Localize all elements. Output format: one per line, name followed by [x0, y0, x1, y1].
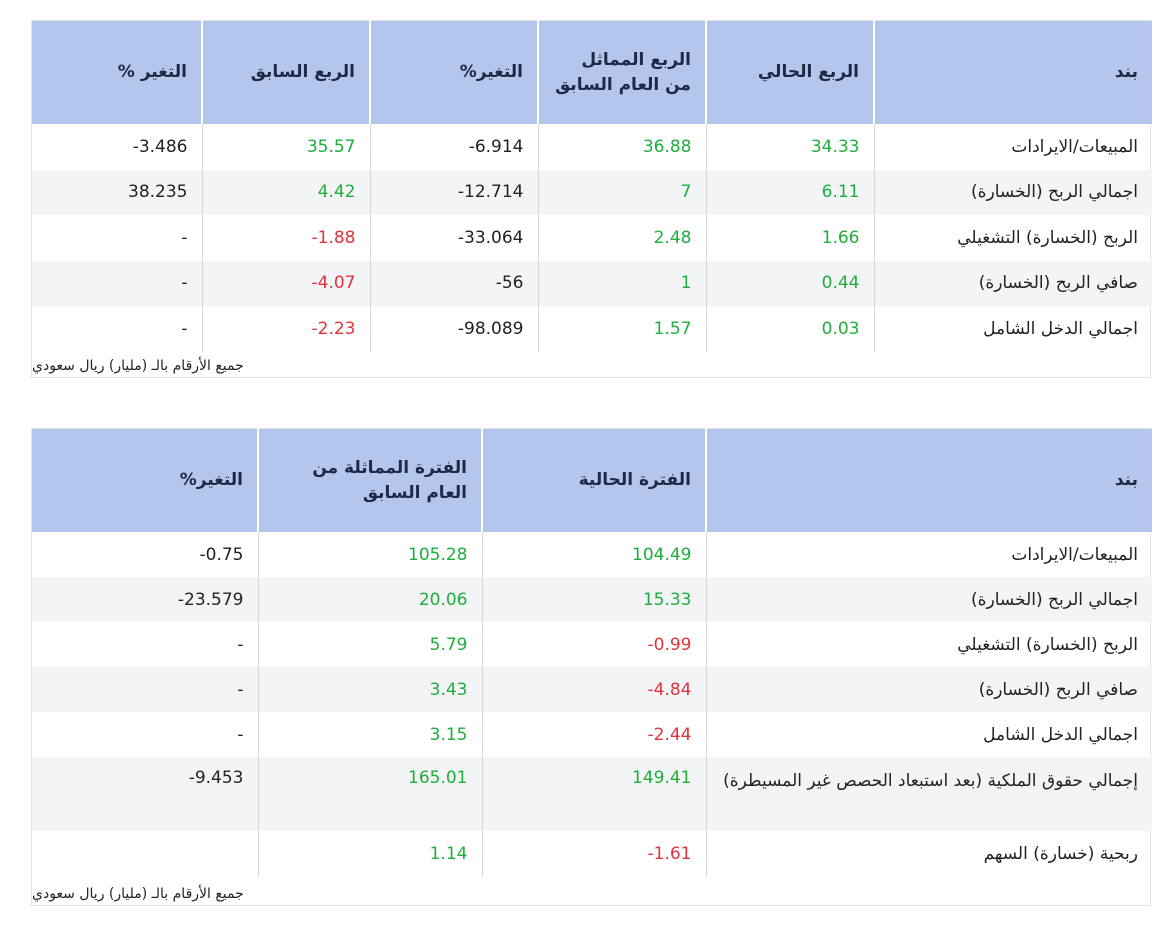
cell-same-last-year: 105.28	[257, 532, 482, 577]
column-header-change: التغير%	[32, 429, 258, 532]
table-row: الربح (الخسارة) التشغيلي 1.66 2.48 33.06…	[32, 215, 1152, 261]
cell-previous: 4.42	[201, 169, 370, 215]
table-row: المبيعات/الايرادات 104.49 105.28 0.75-	[32, 532, 1152, 577]
cell-change-qoq: -	[181, 318, 188, 339]
cell-change: 9.453-	[32, 757, 258, 831]
footnote-units: جميع الأرقام بالـ (مليار) ريال سعودي	[32, 358, 244, 374]
quarterly-results-table: بند الربع الحالي الربع المماثل من العام …	[32, 21, 1152, 352]
cell-change: -	[237, 634, 244, 655]
row-label: الربح (الخسارة) التشغيلي	[873, 215, 1152, 261]
cell-current: 6.11	[705, 169, 874, 215]
cell-same-last-year: 36.88	[537, 124, 706, 170]
cell-change-qoq: -	[181, 227, 188, 248]
cell-change: 0.75-	[199, 544, 244, 565]
cell-same-last-year: 165.01	[257, 757, 482, 831]
cell-current: 0.03	[705, 306, 874, 352]
column-header-change-qoq: التغير %	[32, 21, 202, 124]
cell-same-last-year: 1.57	[537, 306, 706, 352]
cell-same-last-year: 1.14	[257, 831, 482, 876]
table-row: إجمالي حقوق الملكية (بعد استبعاد الحصص غ…	[32, 757, 1152, 831]
table-row: اجمالي الدخل الشامل 2.44- 3.15 -	[32, 712, 1152, 757]
row-label: اجمالي الدخل الشامل	[873, 306, 1152, 352]
period-results-card: بند الفترة الحالية الفترة المماثلة من ال…	[31, 428, 1152, 906]
column-header-previous-quarter: الربع السابق	[201, 21, 370, 124]
cell-change-qoq: 3.486-	[132, 136, 188, 157]
row-label: صافي الربح (الخسارة)	[873, 260, 1152, 306]
cell-current: 1.61-	[481, 831, 706, 876]
cell-change-yoy: 12.714-	[369, 169, 538, 215]
cell-change-yoy: 6.914-	[369, 124, 538, 170]
cell-current: 1.66	[705, 215, 874, 261]
table-header-row: بند الربع الحالي الربع المماثل من العام …	[32, 21, 1152, 124]
column-header-item: بند	[873, 21, 1152, 124]
cell-same-last-year: 20.06	[257, 577, 482, 622]
row-label: الربح (الخسارة) التشغيلي	[705, 622, 1152, 667]
cell-change: 23.579-	[32, 577, 258, 622]
cell-change	[32, 831, 258, 876]
cell-change: -	[237, 724, 244, 745]
table-row: صافي الربح (الخسارة) 4.84- 3.43 -	[32, 667, 1152, 712]
cell-current: 0.44	[705, 260, 874, 306]
cell-current: 149.41	[481, 757, 706, 831]
period-results-table: بند الفترة الحالية الفترة المماثلة من ال…	[32, 429, 1152, 876]
cell-same-last-year: 2.48	[537, 215, 706, 261]
cell-current: 0.99-	[481, 622, 706, 667]
cell-same-last-year: 5.79	[257, 622, 482, 667]
table-row: المبيعات/الايرادات 34.33 36.88 6.914- 35…	[32, 124, 1152, 170]
column-header-same-quarter-last-year: الربع المماثل من العام السابق	[537, 21, 706, 124]
row-label: ربحية (خسارة) السهم	[705, 831, 1152, 876]
cell-change-yoy: 33.064-	[369, 215, 538, 261]
column-header-same-period-last-year: الفترة المماثلة من العام السابق	[257, 429, 482, 532]
table-row: اجمالي الدخل الشامل 0.03 1.57 98.089- 2.…	[32, 306, 1152, 352]
table-row: اجمالي الربح (الخسارة) 6.11 7 12.714- 4.…	[32, 169, 1152, 215]
cell-current: 2.44-	[481, 712, 706, 757]
cell-current: 104.49	[481, 532, 706, 577]
cell-same-last-year: 7	[537, 169, 706, 215]
cell-current: 15.33	[481, 577, 706, 622]
column-header-item: بند	[705, 429, 1152, 532]
footnote-units: جميع الأرقام بالـ (مليار) ريال سعودي	[32, 886, 244, 902]
cell-previous: 4.07-	[201, 260, 370, 306]
cell-change-yoy: 56-	[369, 260, 538, 306]
cell-change-yoy: 98.089-	[369, 306, 538, 352]
table-row: اجمالي الربح (الخسارة) 15.33 20.06 23.57…	[32, 577, 1152, 622]
row-label: اجمالي الدخل الشامل	[705, 712, 1152, 757]
cell-previous: 1.88-	[201, 215, 370, 261]
cell-previous: 2.23-	[201, 306, 370, 352]
column-header-change-yoy: التغير%	[369, 21, 538, 124]
column-header-current-quarter: الربع الحالي	[705, 21, 874, 124]
cell-same-last-year: 1	[537, 260, 706, 306]
row-label: اجمالي الربح (الخسارة)	[705, 577, 1152, 622]
column-header-current-period: الفترة الحالية	[481, 429, 706, 532]
table-header-row: بند الفترة الحالية الفترة المماثلة من ال…	[32, 429, 1152, 532]
cell-same-last-year: 3.15	[257, 712, 482, 757]
row-label: صافي الربح (الخسارة)	[705, 667, 1152, 712]
row-label: اجمالي الربح (الخسارة)	[873, 169, 1152, 215]
row-label: المبيعات/الايرادات	[873, 124, 1152, 170]
table-row: ربحية (خسارة) السهم 1.61- 1.14	[32, 831, 1152, 876]
cell-change-qoq: -	[32, 260, 202, 306]
table-row: الربح (الخسارة) التشغيلي 0.99- 5.79 -	[32, 622, 1152, 667]
cell-change: -	[32, 667, 258, 712]
cell-previous: 35.57	[201, 124, 370, 170]
cell-change-qoq: 38.235	[32, 169, 202, 215]
quarterly-results-card: بند الربع الحالي الربع المماثل من العام …	[31, 20, 1152, 378]
cell-current: 4.84-	[481, 667, 706, 712]
cell-same-last-year: 3.43	[257, 667, 482, 712]
cell-current: 34.33	[705, 124, 874, 170]
row-label: إجمالي حقوق الملكية (بعد استبعاد الحصص غ…	[705, 757, 1152, 831]
row-label: المبيعات/الايرادات	[705, 532, 1152, 577]
table-row: صافي الربح (الخسارة) 0.44 1 56- 4.07- -	[32, 260, 1152, 306]
